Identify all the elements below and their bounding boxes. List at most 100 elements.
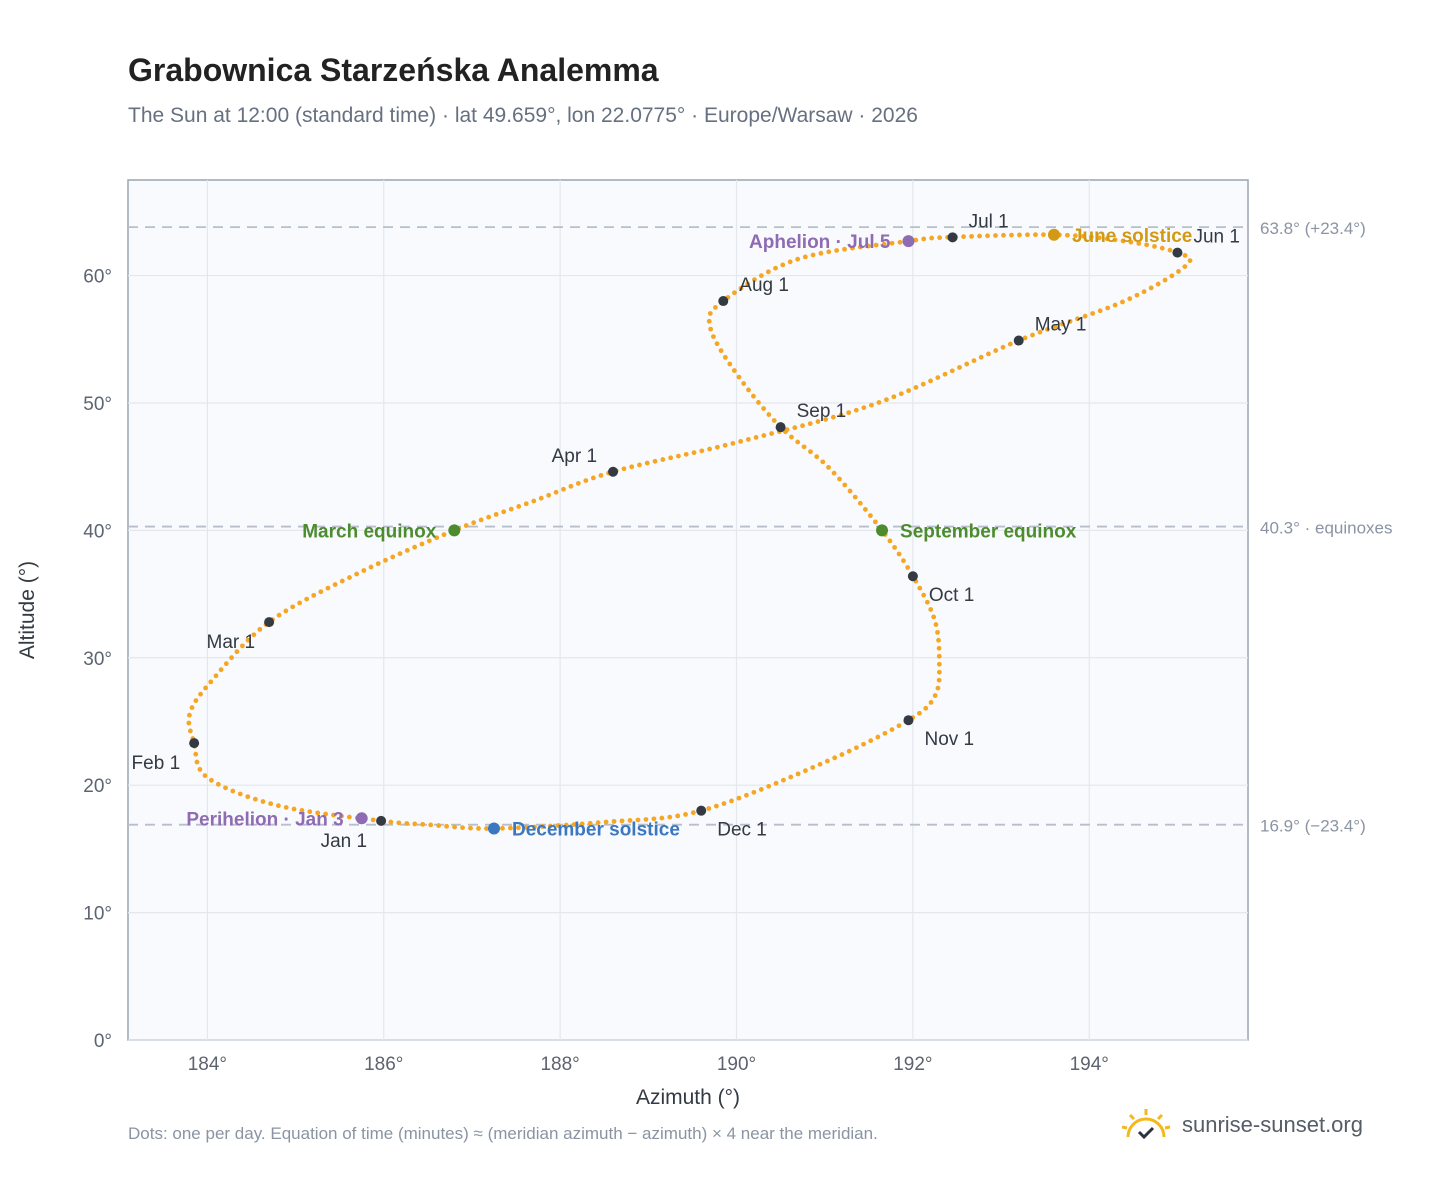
day-dot bbox=[1097, 308, 1103, 314]
day-dot bbox=[722, 442, 728, 448]
day-dot bbox=[307, 809, 313, 815]
day-dot bbox=[245, 794, 251, 800]
event-marker bbox=[876, 524, 889, 537]
day-dot bbox=[546, 492, 552, 498]
day-dot bbox=[1000, 344, 1006, 350]
day-dot bbox=[978, 354, 984, 360]
day-dot bbox=[756, 399, 761, 405]
day-dot bbox=[1112, 237, 1118, 243]
day-dot bbox=[1159, 245, 1165, 251]
day-dot bbox=[865, 243, 871, 249]
day-dot bbox=[898, 391, 904, 397]
day-dot bbox=[846, 410, 852, 416]
day-dot bbox=[869, 402, 874, 408]
x-axis-label: Azimuth (°) bbox=[636, 1086, 740, 1109]
day-dot bbox=[839, 752, 845, 757]
day-dot bbox=[484, 826, 489, 831]
day-dot bbox=[194, 759, 200, 765]
event-label: Perihelion · Jan 3 bbox=[186, 809, 343, 830]
day-dot bbox=[706, 806, 712, 811]
day-dot bbox=[434, 535, 440, 541]
day-dot bbox=[788, 774, 794, 780]
day-dot bbox=[276, 803, 281, 809]
day-dot bbox=[722, 354, 728, 360]
y-tick-label: 10° bbox=[83, 904, 112, 925]
day-dot bbox=[508, 825, 513, 831]
day-dot bbox=[651, 816, 657, 822]
day-dot bbox=[547, 823, 553, 829]
day-dot bbox=[563, 822, 569, 828]
day-dot bbox=[260, 799, 266, 804]
day-dot bbox=[209, 777, 214, 783]
x-tick-label: 188° bbox=[540, 1054, 579, 1075]
day-dot bbox=[887, 538, 893, 544]
day-dot bbox=[780, 262, 786, 268]
event-label: June solstice bbox=[1072, 226, 1192, 247]
day-dot bbox=[936, 645, 942, 651]
y-tick-label: 50° bbox=[83, 394, 112, 415]
day-dot bbox=[460, 825, 465, 831]
day-dot bbox=[538, 495, 544, 501]
day-dot bbox=[745, 281, 751, 287]
day-dot bbox=[736, 795, 742, 801]
event-label: March equinox bbox=[302, 521, 437, 542]
day-dot bbox=[1162, 277, 1168, 283]
month-marker bbox=[376, 815, 387, 826]
day-dot bbox=[1176, 269, 1181, 274]
day-dot bbox=[531, 824, 537, 830]
day-dot bbox=[977, 233, 982, 239]
day-dot bbox=[795, 771, 801, 777]
day-dot bbox=[830, 414, 836, 420]
event-marker bbox=[355, 812, 368, 825]
day-dot bbox=[837, 476, 842, 482]
day-dot bbox=[635, 817, 641, 823]
day-dot bbox=[707, 311, 713, 316]
day-dot bbox=[882, 730, 888, 736]
month-marker bbox=[907, 571, 918, 582]
month-label: Jul 1 bbox=[969, 211, 1009, 232]
day-dot bbox=[516, 825, 521, 831]
day-dot bbox=[736, 374, 742, 380]
day-dot bbox=[426, 538, 432, 544]
day-dot bbox=[383, 557, 388, 563]
day-dot bbox=[203, 685, 208, 691]
day-dot bbox=[291, 806, 297, 812]
month-marker bbox=[1013, 335, 1024, 346]
day-dot bbox=[810, 765, 816, 770]
y-tick-label: 60° bbox=[83, 267, 112, 288]
day-dot bbox=[268, 801, 274, 807]
day-dot bbox=[683, 451, 689, 457]
day-dot bbox=[208, 679, 214, 685]
day-dot bbox=[826, 249, 832, 255]
day-dot bbox=[732, 290, 737, 296]
day-dot bbox=[215, 781, 221, 787]
day-dot bbox=[862, 507, 868, 512]
day-dot bbox=[957, 365, 962, 370]
reference-line-label: 16.9° (−23.4°) bbox=[1260, 817, 1366, 836]
day-dot bbox=[738, 438, 744, 444]
day-dot bbox=[396, 820, 402, 826]
day-dot bbox=[1096, 235, 1102, 241]
day-dot bbox=[1105, 305, 1111, 311]
day-dot bbox=[875, 734, 881, 740]
day-dot bbox=[971, 358, 977, 364]
day-dot bbox=[587, 820, 593, 826]
day-dot bbox=[773, 780, 779, 786]
day-dot bbox=[412, 544, 418, 550]
day-dot bbox=[920, 381, 926, 387]
day-dot bbox=[993, 233, 998, 238]
day-dot bbox=[1187, 258, 1193, 264]
day-dot bbox=[850, 245, 855, 251]
day-dot bbox=[1082, 313, 1088, 319]
day-dot bbox=[917, 585, 923, 591]
brand-logo[interactable]: sunrise-sunset.org bbox=[1120, 1100, 1363, 1150]
day-dot bbox=[193, 751, 199, 757]
day-dot bbox=[817, 761, 823, 767]
day-dot bbox=[1075, 316, 1080, 322]
day-dot bbox=[897, 239, 903, 245]
day-dot bbox=[746, 387, 751, 393]
day-dot bbox=[1072, 233, 1078, 239]
day-dot bbox=[283, 805, 289, 810]
day-dot bbox=[276, 612, 282, 618]
day-dot bbox=[323, 811, 329, 817]
